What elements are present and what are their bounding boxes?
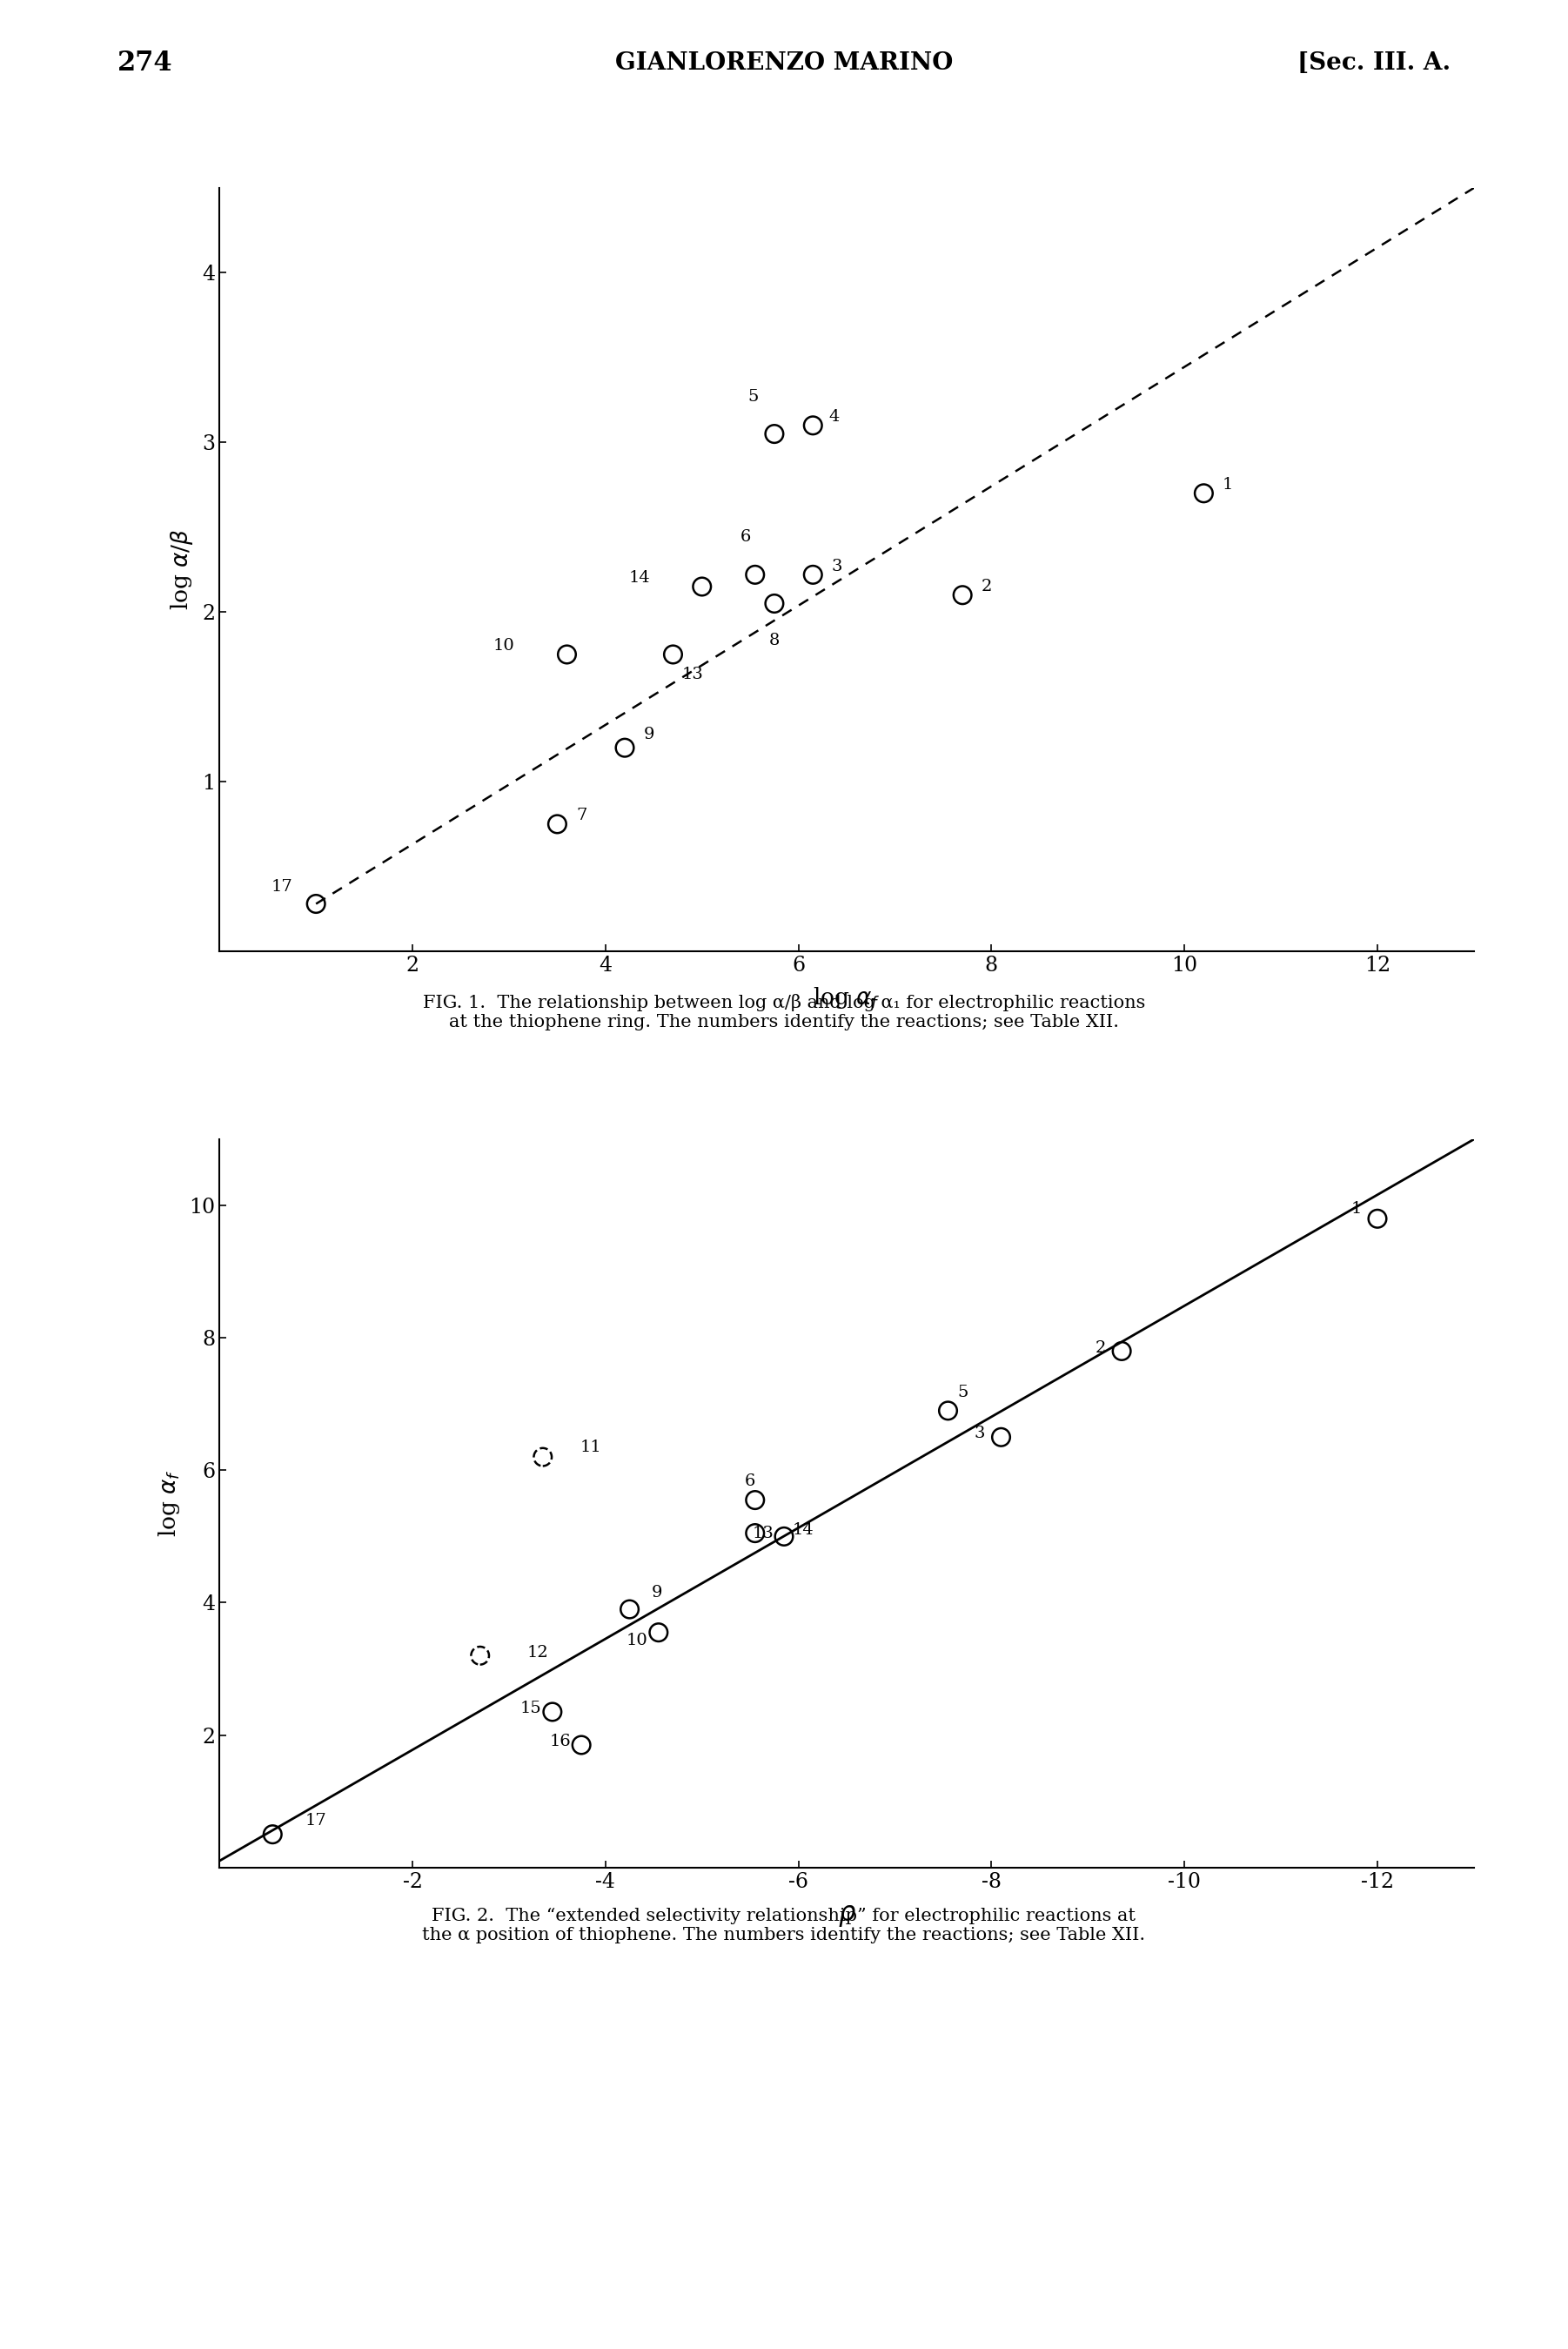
Point xyxy=(260,1816,285,1853)
Point xyxy=(800,557,825,594)
Point xyxy=(1192,474,1217,512)
Text: 8: 8 xyxy=(768,632,779,648)
Text: 9: 9 xyxy=(651,1586,662,1600)
Text: 14: 14 xyxy=(792,1522,814,1539)
Point xyxy=(988,1419,1013,1456)
Point xyxy=(646,1614,671,1651)
Point xyxy=(530,1438,555,1475)
Text: 13: 13 xyxy=(682,667,702,684)
Text: FIG. 1.  The relationship between log α/β and log α₁ for electrophilic reactions: FIG. 1. The relationship between log α/β… xyxy=(423,994,1145,1031)
Text: 1: 1 xyxy=(1350,1200,1361,1217)
Text: 14: 14 xyxy=(629,571,651,585)
Text: 11: 11 xyxy=(580,1440,602,1454)
Y-axis label: log $\alpha_f$: log $\alpha_f$ xyxy=(157,1470,182,1536)
Text: 5: 5 xyxy=(956,1384,967,1400)
Text: 274: 274 xyxy=(118,49,172,78)
Point xyxy=(743,1515,768,1553)
Text: FIG. 2.  The “extended selectivity relationship” for electrophilic reactions at
: FIG. 2. The “extended selectivity relati… xyxy=(422,1907,1146,1943)
Point xyxy=(660,637,685,674)
Point xyxy=(612,728,637,766)
Text: 2: 2 xyxy=(1094,1339,1105,1355)
Text: 12: 12 xyxy=(527,1644,549,1661)
Text: 4: 4 xyxy=(829,409,839,425)
Text: [Sec. III. A.: [Sec. III. A. xyxy=(1297,52,1450,75)
Point xyxy=(690,568,715,606)
X-axis label: $\rho$: $\rho$ xyxy=(837,1900,856,1929)
Point xyxy=(304,886,329,923)
Text: 6: 6 xyxy=(740,529,751,545)
Text: 17: 17 xyxy=(306,1813,326,1830)
Text: 7: 7 xyxy=(575,808,586,824)
Y-axis label: log $\alpha$/$\beta$: log $\alpha$/$\beta$ xyxy=(169,529,194,611)
Point xyxy=(762,416,787,453)
Point xyxy=(467,1637,492,1675)
Point xyxy=(800,406,825,444)
Text: 3: 3 xyxy=(974,1426,985,1442)
Text: 10: 10 xyxy=(494,639,514,653)
Point xyxy=(1364,1200,1389,1238)
Text: 6: 6 xyxy=(745,1473,756,1489)
Text: 17: 17 xyxy=(271,879,293,895)
Point xyxy=(936,1393,961,1431)
Text: 5: 5 xyxy=(748,388,759,404)
Point xyxy=(555,637,580,674)
Point xyxy=(1109,1332,1134,1369)
Point xyxy=(762,585,787,622)
Text: 15: 15 xyxy=(521,1701,543,1717)
Point xyxy=(743,557,768,594)
Point xyxy=(539,1694,564,1731)
Text: 2: 2 xyxy=(982,578,993,594)
Point xyxy=(544,806,569,843)
Point xyxy=(569,1727,594,1764)
Point xyxy=(950,576,975,613)
Point xyxy=(618,1590,643,1628)
Point xyxy=(771,1517,797,1555)
Text: 16: 16 xyxy=(549,1734,571,1750)
Text: 13: 13 xyxy=(753,1525,773,1541)
Text: 1: 1 xyxy=(1223,477,1234,493)
Point xyxy=(743,1482,768,1520)
Text: 10: 10 xyxy=(627,1633,648,1649)
Text: GIANLORENZO MARINO: GIANLORENZO MARINO xyxy=(615,52,953,75)
X-axis label: log $\alpha_f$: log $\alpha_f$ xyxy=(812,984,881,1010)
Text: 9: 9 xyxy=(643,726,654,742)
Text: 3: 3 xyxy=(831,559,842,573)
